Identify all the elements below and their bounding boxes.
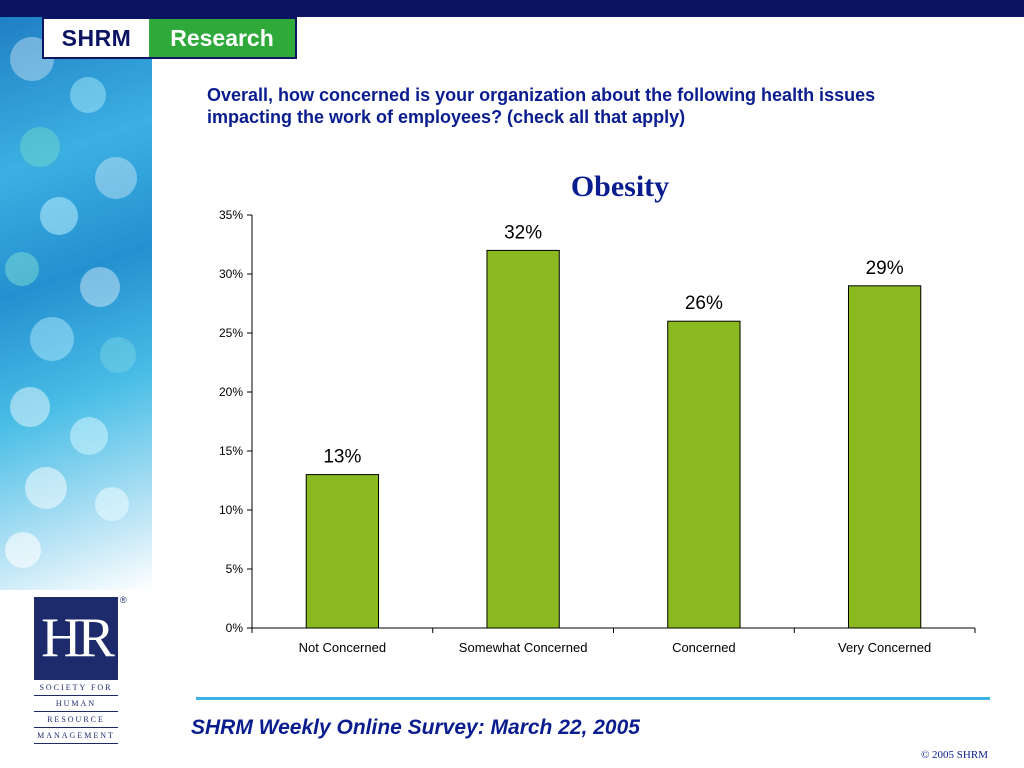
y-tick-label: 10%	[219, 503, 243, 517]
copyright-notice: © 2005 SHRM	[920, 749, 988, 761]
survey-question: Overall, how concerned is your organizat…	[207, 85, 876, 127]
data-label: 29%	[866, 258, 904, 279]
survey-footer: SHRM Weekly Online Survey: March 22, 200…	[191, 716, 640, 739]
bar	[667, 320, 741, 629]
registered-mark: ®	[120, 595, 127, 605]
bar	[847, 285, 922, 629]
x-category-label: Somewhat Concerned	[459, 640, 588, 655]
y-tick-label: 20%	[219, 385, 243, 399]
bar	[305, 474, 380, 629]
hr-logo-line-2: HUMAN	[34, 695, 118, 711]
data-label: 32%	[504, 222, 542, 243]
shrm-hr-logo: HR ® SOCIETY FOR HUMAN RESOURCE MANAGEME…	[34, 595, 127, 745]
top-bar	[0, 0, 1024, 17]
y-tick-label: 35%	[219, 208, 243, 222]
shrm-research-logo: SHRM Research	[42, 17, 297, 59]
decorative-bokeh-panel	[0, 17, 152, 590]
bar-chart: 0% 5% 10% 15% 20% 25% 30% 35% 13% Not Concerned 32…	[219, 208, 976, 655]
logo-research-text: Research	[149, 19, 295, 57]
y-tick-label: 5%	[226, 562, 244, 576]
x-category-label: Concerned	[672, 640, 736, 655]
hr-logo-line-4: MANAGEMENT	[34, 727, 118, 744]
bar	[486, 249, 560, 629]
x-category-label: Very Concerned	[838, 640, 931, 655]
hr-letters: HR	[34, 597, 118, 679]
y-tick-label: 30%	[219, 267, 243, 281]
footer-divider	[196, 697, 990, 700]
y-tick-label: 0%	[226, 621, 244, 635]
data-label: 26%	[685, 293, 723, 314]
hr-logo-line-3: RESOURCE	[34, 711, 118, 727]
y-tick-label: 25%	[219, 326, 243, 340]
chart-title: Obesity	[570, 170, 670, 203]
data-label: 13%	[323, 447, 361, 468]
x-category-label: Not Concerned	[299, 640, 386, 655]
logo-shrm-text: SHRM	[61, 24, 132, 51]
hr-logo-line-1: SOCIETY FOR	[34, 679, 118, 695]
y-tick-label: 15%	[219, 444, 243, 458]
